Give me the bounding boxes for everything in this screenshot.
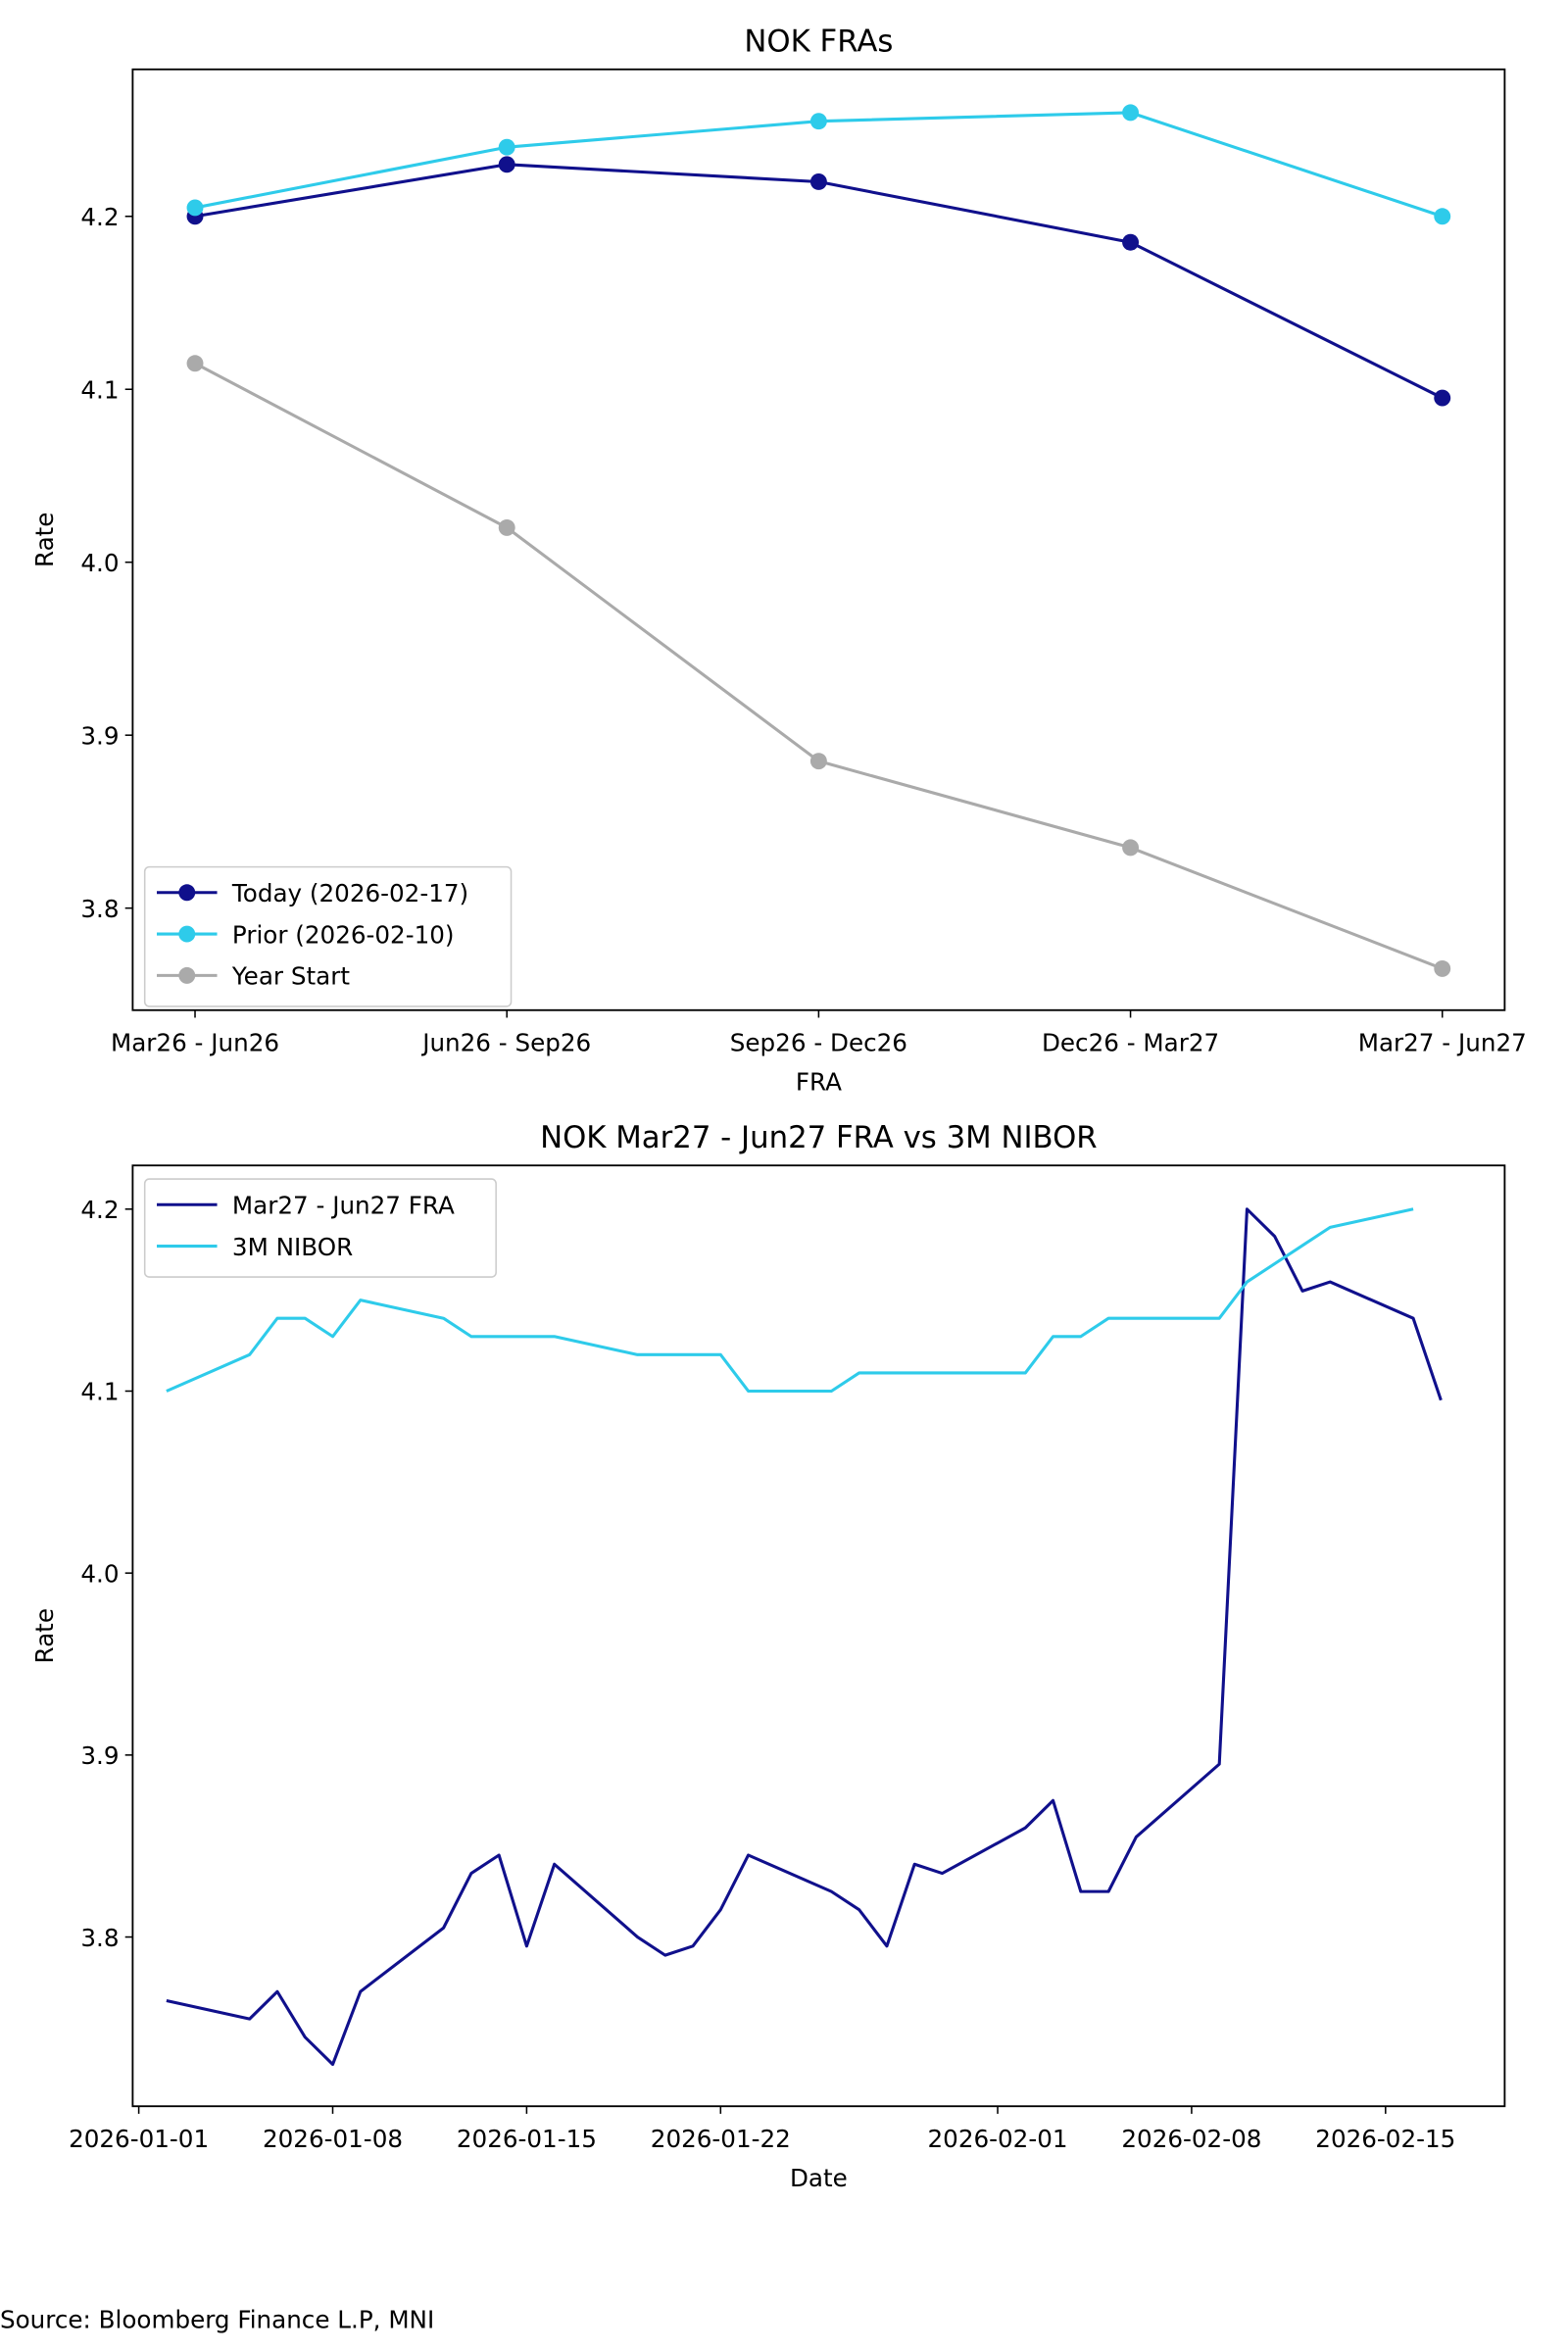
y-tick-label: 3.9 — [80, 721, 119, 750]
data-point — [1434, 208, 1451, 225]
legend-label: Prior (2026-02-10) — [232, 920, 455, 949]
data-point — [1434, 389, 1451, 407]
legend-label: Today (2026-02-17) — [231, 879, 468, 907]
data-point — [498, 138, 515, 156]
x-tick-label: Dec26 - Mar27 — [1042, 1028, 1219, 1056]
chart-title: NOK Mar27 - Jun27 FRA vs 3M NIBOR — [540, 1120, 1098, 1155]
x-tick-label: 2026-01-01 — [69, 2125, 209, 2153]
data-point — [809, 753, 827, 770]
x-tick-label: 2026-01-15 — [457, 2125, 597, 2153]
x-tick-label: Jun26 - Sep26 — [420, 1028, 591, 1056]
data-point — [498, 156, 515, 173]
x-axis-label: FRA — [796, 1067, 842, 1096]
data-point — [186, 355, 204, 372]
plot-frame — [131, 68, 1506, 1011]
chart-title: NOK FRAs — [744, 24, 893, 59]
series-line-0 — [166, 1207, 1443, 2067]
y-tick-label: 4.2 — [80, 1196, 119, 1224]
x-tick-label: Mar26 - Jun26 — [111, 1028, 279, 1056]
data-point — [809, 113, 827, 130]
data-point — [1434, 959, 1451, 977]
series-line-1 — [166, 1207, 1414, 1394]
legend-marker — [178, 884, 196, 902]
data-point — [498, 518, 515, 536]
data-point — [1122, 104, 1140, 122]
legend-box — [143, 865, 513, 1007]
legend-marker — [178, 925, 196, 943]
x-tick-label: 2026-02-01 — [928, 2125, 1068, 2153]
y-tick-label: 3.8 — [80, 1924, 119, 1952]
y-tick-label: 3.9 — [80, 1741, 119, 1770]
x-axis-label: Date — [790, 2164, 848, 2192]
y-tick-label: 4.2 — [80, 203, 119, 231]
legend-marker — [178, 966, 196, 984]
chart-fra-vs-nibor: NOK Mar27 - Jun27 FRA vs 3M NIBOR Date R… — [30, 1120, 1506, 2192]
y-tick-label: 4.1 — [80, 1378, 119, 1406]
legend-label: 3M NIBOR — [232, 1233, 353, 1261]
data-point — [1122, 233, 1140, 251]
x-tick-label: 2026-02-15 — [1315, 2125, 1455, 2153]
legend: Mar27 - Jun27 FRA 3M NIBOR — [143, 1178, 497, 1278]
data-point — [809, 173, 827, 190]
legend: Today (2026-02-17) Prior (2026-02-10) Year… — [143, 865, 513, 1007]
plot-frame — [131, 1164, 1506, 2108]
source-note: Source: Bloomberg Finance L.P, MNI — [0, 2305, 434, 2333]
chart-nok-fras: NOK FRAs FRA Rate 3.8 3.9 4.0 4.1 4.2 Mar26 -… — [30, 24, 1527, 1096]
legend-label: Year Start — [231, 962, 350, 991]
x-tick-label: Mar27 - Jun27 — [1358, 1028, 1527, 1056]
y-tick-label: 4.0 — [80, 549, 119, 577]
y-tick-label: 4.0 — [80, 1559, 119, 1588]
data-point — [186, 199, 204, 217]
y-axis-label: Rate — [30, 1608, 59, 1663]
x-tick-label: Sep26 - Dec26 — [730, 1028, 907, 1056]
x-tick-label: 2026-01-08 — [263, 2125, 403, 2153]
x-tick-label: 2026-02-08 — [1121, 2125, 1261, 2153]
legend-label: Mar27 - Jun27 FRA — [232, 1191, 455, 1219]
data-point — [1122, 839, 1140, 857]
y-tick-label: 4.1 — [80, 375, 119, 404]
x-tick-label: 2026-01-22 — [651, 2125, 791, 2153]
legend-box — [143, 1178, 497, 1278]
y-tick-label: 3.8 — [80, 895, 119, 923]
y-axis-label: Rate — [30, 513, 59, 567]
